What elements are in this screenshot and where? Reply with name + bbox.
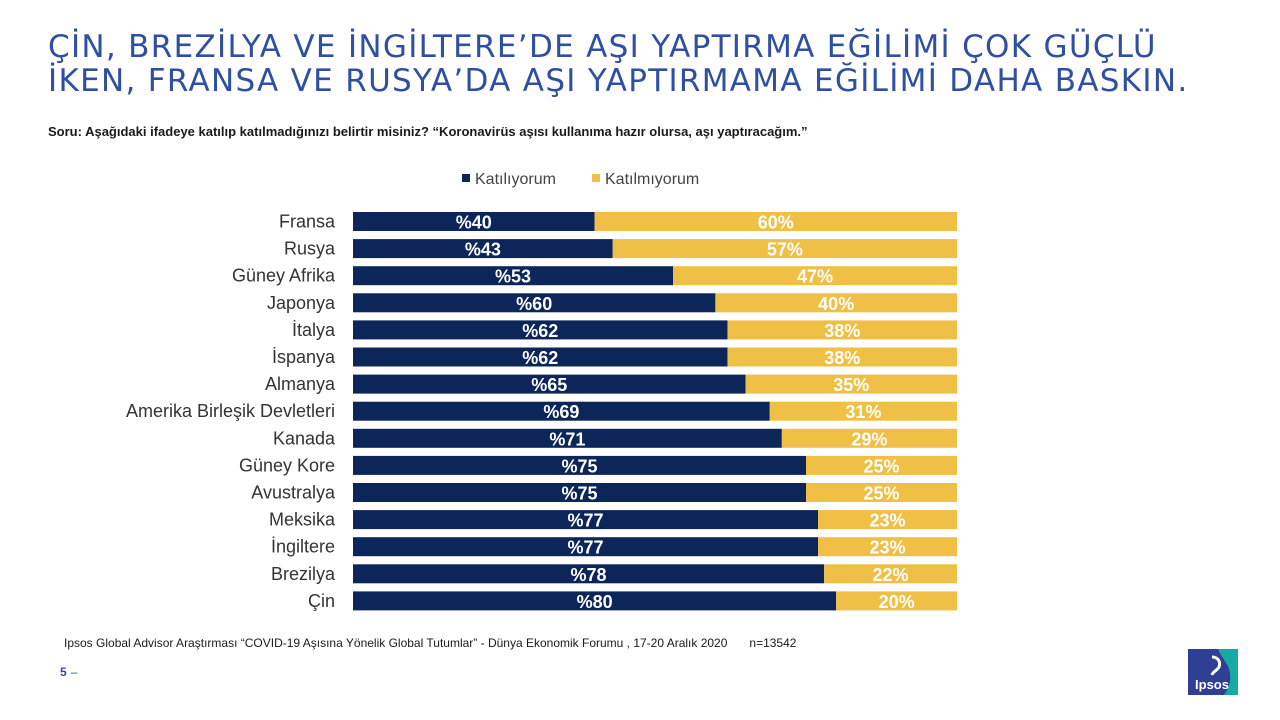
data-label-agree: %65 [531,375,567,395]
bar-agree [353,347,728,367]
category-label: Japonya [267,293,336,313]
page-number-dash: – [70,665,78,679]
bar-disagree [818,537,957,557]
bar-agree [353,293,716,313]
bar-agree [353,239,613,259]
title-line-2: İKEN, FRANSA VE RUSYA’DA AŞI YAPTIRMAMA … [48,63,1189,99]
bar-disagree [818,510,957,530]
bar-disagree [612,239,957,259]
category-label: Avustralya [251,483,336,503]
bar-agree [353,266,674,286]
ipsos-logo: Ipsos [1188,649,1238,695]
bar-agree [353,537,819,557]
data-label-agree: %69 [543,402,579,422]
bar-disagree [824,564,957,584]
category-label: İngiltere [271,537,335,557]
data-label-agree: %75 [561,456,597,476]
bar-agree [353,591,837,611]
bar-disagree [715,293,957,313]
data-label-agree: %77 [568,538,604,558]
bar-agree [353,401,770,421]
data-label-disagree: 57% [767,240,803,260]
data-label-disagree: 40% [818,294,854,314]
bar-agree [353,320,728,340]
data-label-disagree: 60% [758,213,794,233]
data-label-agree: %60 [516,294,552,314]
page-number: 5– [60,665,77,679]
category-label: Rusya [284,239,336,259]
data-label-agree: %75 [561,484,597,504]
data-label-disagree: 25% [863,484,899,504]
category-label: Meksika [269,510,336,530]
page-title: ÇİN, BREZİLYA VE İNGİLTERE’DE AŞI YAPTIR… [48,30,1248,98]
bar-disagree [594,212,957,231]
bar-disagree [781,428,957,448]
data-label-disagree: 29% [851,429,887,449]
data-label-agree: %77 [568,511,604,531]
data-label-disagree: 23% [870,538,906,558]
data-label-agree: %62 [522,348,558,368]
bar-disagree [727,320,957,340]
bar-agree [353,455,806,475]
bar-disagree [806,455,957,475]
bar-disagree [836,591,957,611]
data-label-disagree: 31% [845,402,881,422]
footnote-source: Ipsos Global Advisor Araştırması “COVID-… [64,636,728,650]
legend-swatch [592,174,600,182]
legend-swatch [462,174,470,182]
bar-disagree [806,483,957,502]
legend: Katılıyorum Katılmıyorum [462,171,699,188]
data-label-agree: %80 [577,592,613,612]
bar-agree [353,212,595,231]
category-label: Fransa [279,212,336,232]
category-label: İspanya [272,347,336,367]
footnote-sample-size: n=13542 [749,636,797,650]
stacked-bar-chart: Katılıyorum Katılmıyorum Fransa %40 60% Rusya… [126,171,957,612]
logo-text: Ipsos [1195,677,1229,692]
data-label-agree: %62 [522,321,558,341]
data-label-disagree: 47% [797,267,833,287]
bar-agree [353,564,825,584]
data-label-agree: %78 [571,565,607,585]
bar-disagree [727,347,957,367]
data-label-disagree: 20% [879,592,915,612]
category-label: Amerika Birleşik Devletleri [126,401,335,421]
category-label: Çin [308,591,335,611]
legend-label: Katılıyorum [475,171,556,188]
data-label-disagree: 35% [833,375,869,395]
category-label: Güney Afrika [232,266,336,286]
bar-disagree [673,266,957,286]
category-label: İtalya [292,320,336,340]
data-label-disagree: 25% [863,456,899,476]
data-label-disagree: 38% [824,348,860,368]
category-label: Güney Kore [239,455,335,475]
data-label-disagree: 23% [870,511,906,531]
bar-agree [353,510,819,530]
category-label: Kanada [273,428,336,448]
title-line-1: ÇİN, BREZİLYA VE İNGİLTERE’DE AŞI YAPTIR… [48,29,1157,65]
footnote: Ipsos Global Advisor Araştırması “COVID-… [64,636,796,650]
data-label-agree: %40 [456,213,492,233]
data-label-agree: %43 [465,240,501,260]
category-label: Almanya [265,374,336,394]
bar-agree [353,483,806,502]
bar-disagree [769,401,957,421]
page-number-value: 5 [60,665,67,679]
legend-label: Katılmıyorum [605,171,699,188]
data-label-agree: %71 [549,429,585,449]
bar-agree [353,428,782,448]
data-label-disagree: 38% [824,321,860,341]
data-label-agree: %53 [495,267,531,287]
data-label-disagree: 22% [873,565,909,585]
survey-question: Soru: Aşağıdaki ifadeye katılıp katılmad… [48,124,808,139]
bar-disagree [745,374,957,394]
bar-agree [353,374,746,394]
category-label: Brezilya [271,564,336,584]
